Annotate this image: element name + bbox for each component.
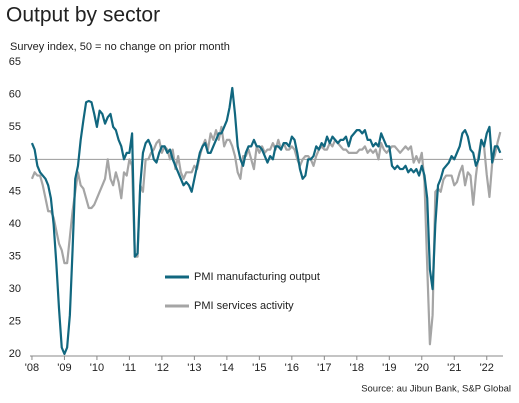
x-tick-label: '12 bbox=[155, 362, 169, 374]
x-tick-label: '14 bbox=[220, 362, 234, 374]
y-tick-label: 45 bbox=[9, 186, 21, 198]
x-tick-label: '09 bbox=[57, 362, 71, 374]
y-tick-label: 60 bbox=[9, 88, 21, 100]
source-note: Source: au Jibun Bank, S&P Global bbox=[361, 384, 511, 395]
x-tick-label: '18 bbox=[350, 362, 364, 374]
y-tick-label: 20 bbox=[9, 348, 21, 360]
y-tick-label: 30 bbox=[9, 283, 21, 295]
y-tick-label: 35 bbox=[9, 251, 21, 263]
x-tick-label: '20 bbox=[415, 362, 429, 374]
y-tick-label: 40 bbox=[9, 218, 21, 230]
y-tick-label: 65 bbox=[9, 56, 21, 68]
legend-label: PMI services activity bbox=[194, 300, 294, 312]
chart-title: Output by sector bbox=[6, 4, 160, 27]
y-tick-label: 50 bbox=[9, 153, 21, 165]
y-tick-label: 55 bbox=[9, 121, 21, 133]
y-tick-label: 25 bbox=[9, 315, 21, 327]
series-line bbox=[30, 125, 502, 346]
x-tick-label: '21 bbox=[447, 362, 461, 374]
x-tick-label: '08 bbox=[25, 362, 39, 374]
x-tick-label: '13 bbox=[187, 362, 201, 374]
x-tick-label: '15 bbox=[252, 362, 266, 374]
series-line bbox=[30, 86, 502, 356]
x-tick-label: '19 bbox=[382, 362, 396, 374]
x-tick-label: '10 bbox=[90, 362, 104, 374]
x-tick-label: '22 bbox=[480, 362, 494, 374]
x-tick-label: '17 bbox=[317, 362, 331, 374]
x-tick-label: '11 bbox=[123, 362, 137, 374]
chart-subtitle: Survey index, 50 = no change on prior mo… bbox=[10, 41, 230, 53]
legend-label: PMI manufacturing output bbox=[194, 271, 320, 283]
x-tick-label: '16 bbox=[285, 362, 299, 374]
